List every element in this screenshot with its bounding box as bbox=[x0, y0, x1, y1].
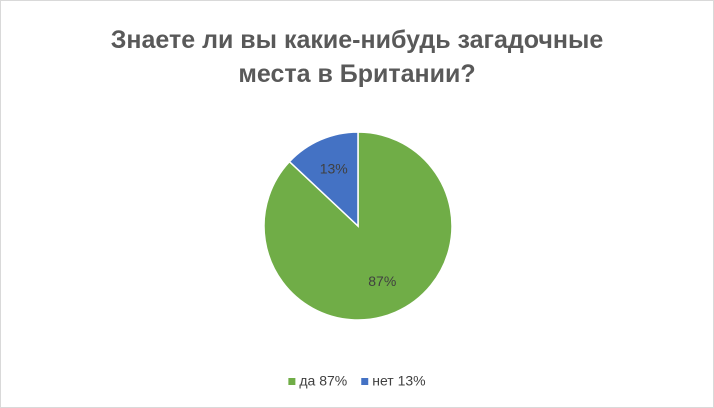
legend-label: нет 13% bbox=[372, 373, 425, 389]
pie-slice bbox=[288, 131, 359, 228]
legend-swatch bbox=[361, 378, 369, 385]
data-label: 13% bbox=[320, 161, 348, 177]
data-label: 87% bbox=[368, 273, 396, 289]
legend-label: да 87% bbox=[299, 373, 347, 389]
legend-swatch bbox=[288, 378, 296, 385]
chart-title: Знаете ли вы какие-нибудь загадочные мес… bbox=[110, 26, 604, 88]
